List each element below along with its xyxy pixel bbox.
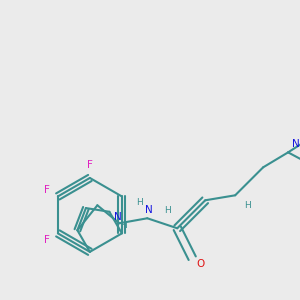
Text: O: O	[196, 259, 204, 269]
Text: H: H	[120, 221, 127, 230]
Text: F: F	[44, 235, 50, 245]
Text: H: H	[164, 206, 171, 215]
Text: N: N	[292, 140, 300, 149]
Text: F: F	[87, 160, 93, 170]
Text: N: N	[146, 205, 153, 215]
Text: H: H	[136, 198, 143, 207]
Text: H: H	[244, 201, 250, 210]
Text: N: N	[113, 212, 121, 222]
Text: F: F	[44, 185, 50, 195]
